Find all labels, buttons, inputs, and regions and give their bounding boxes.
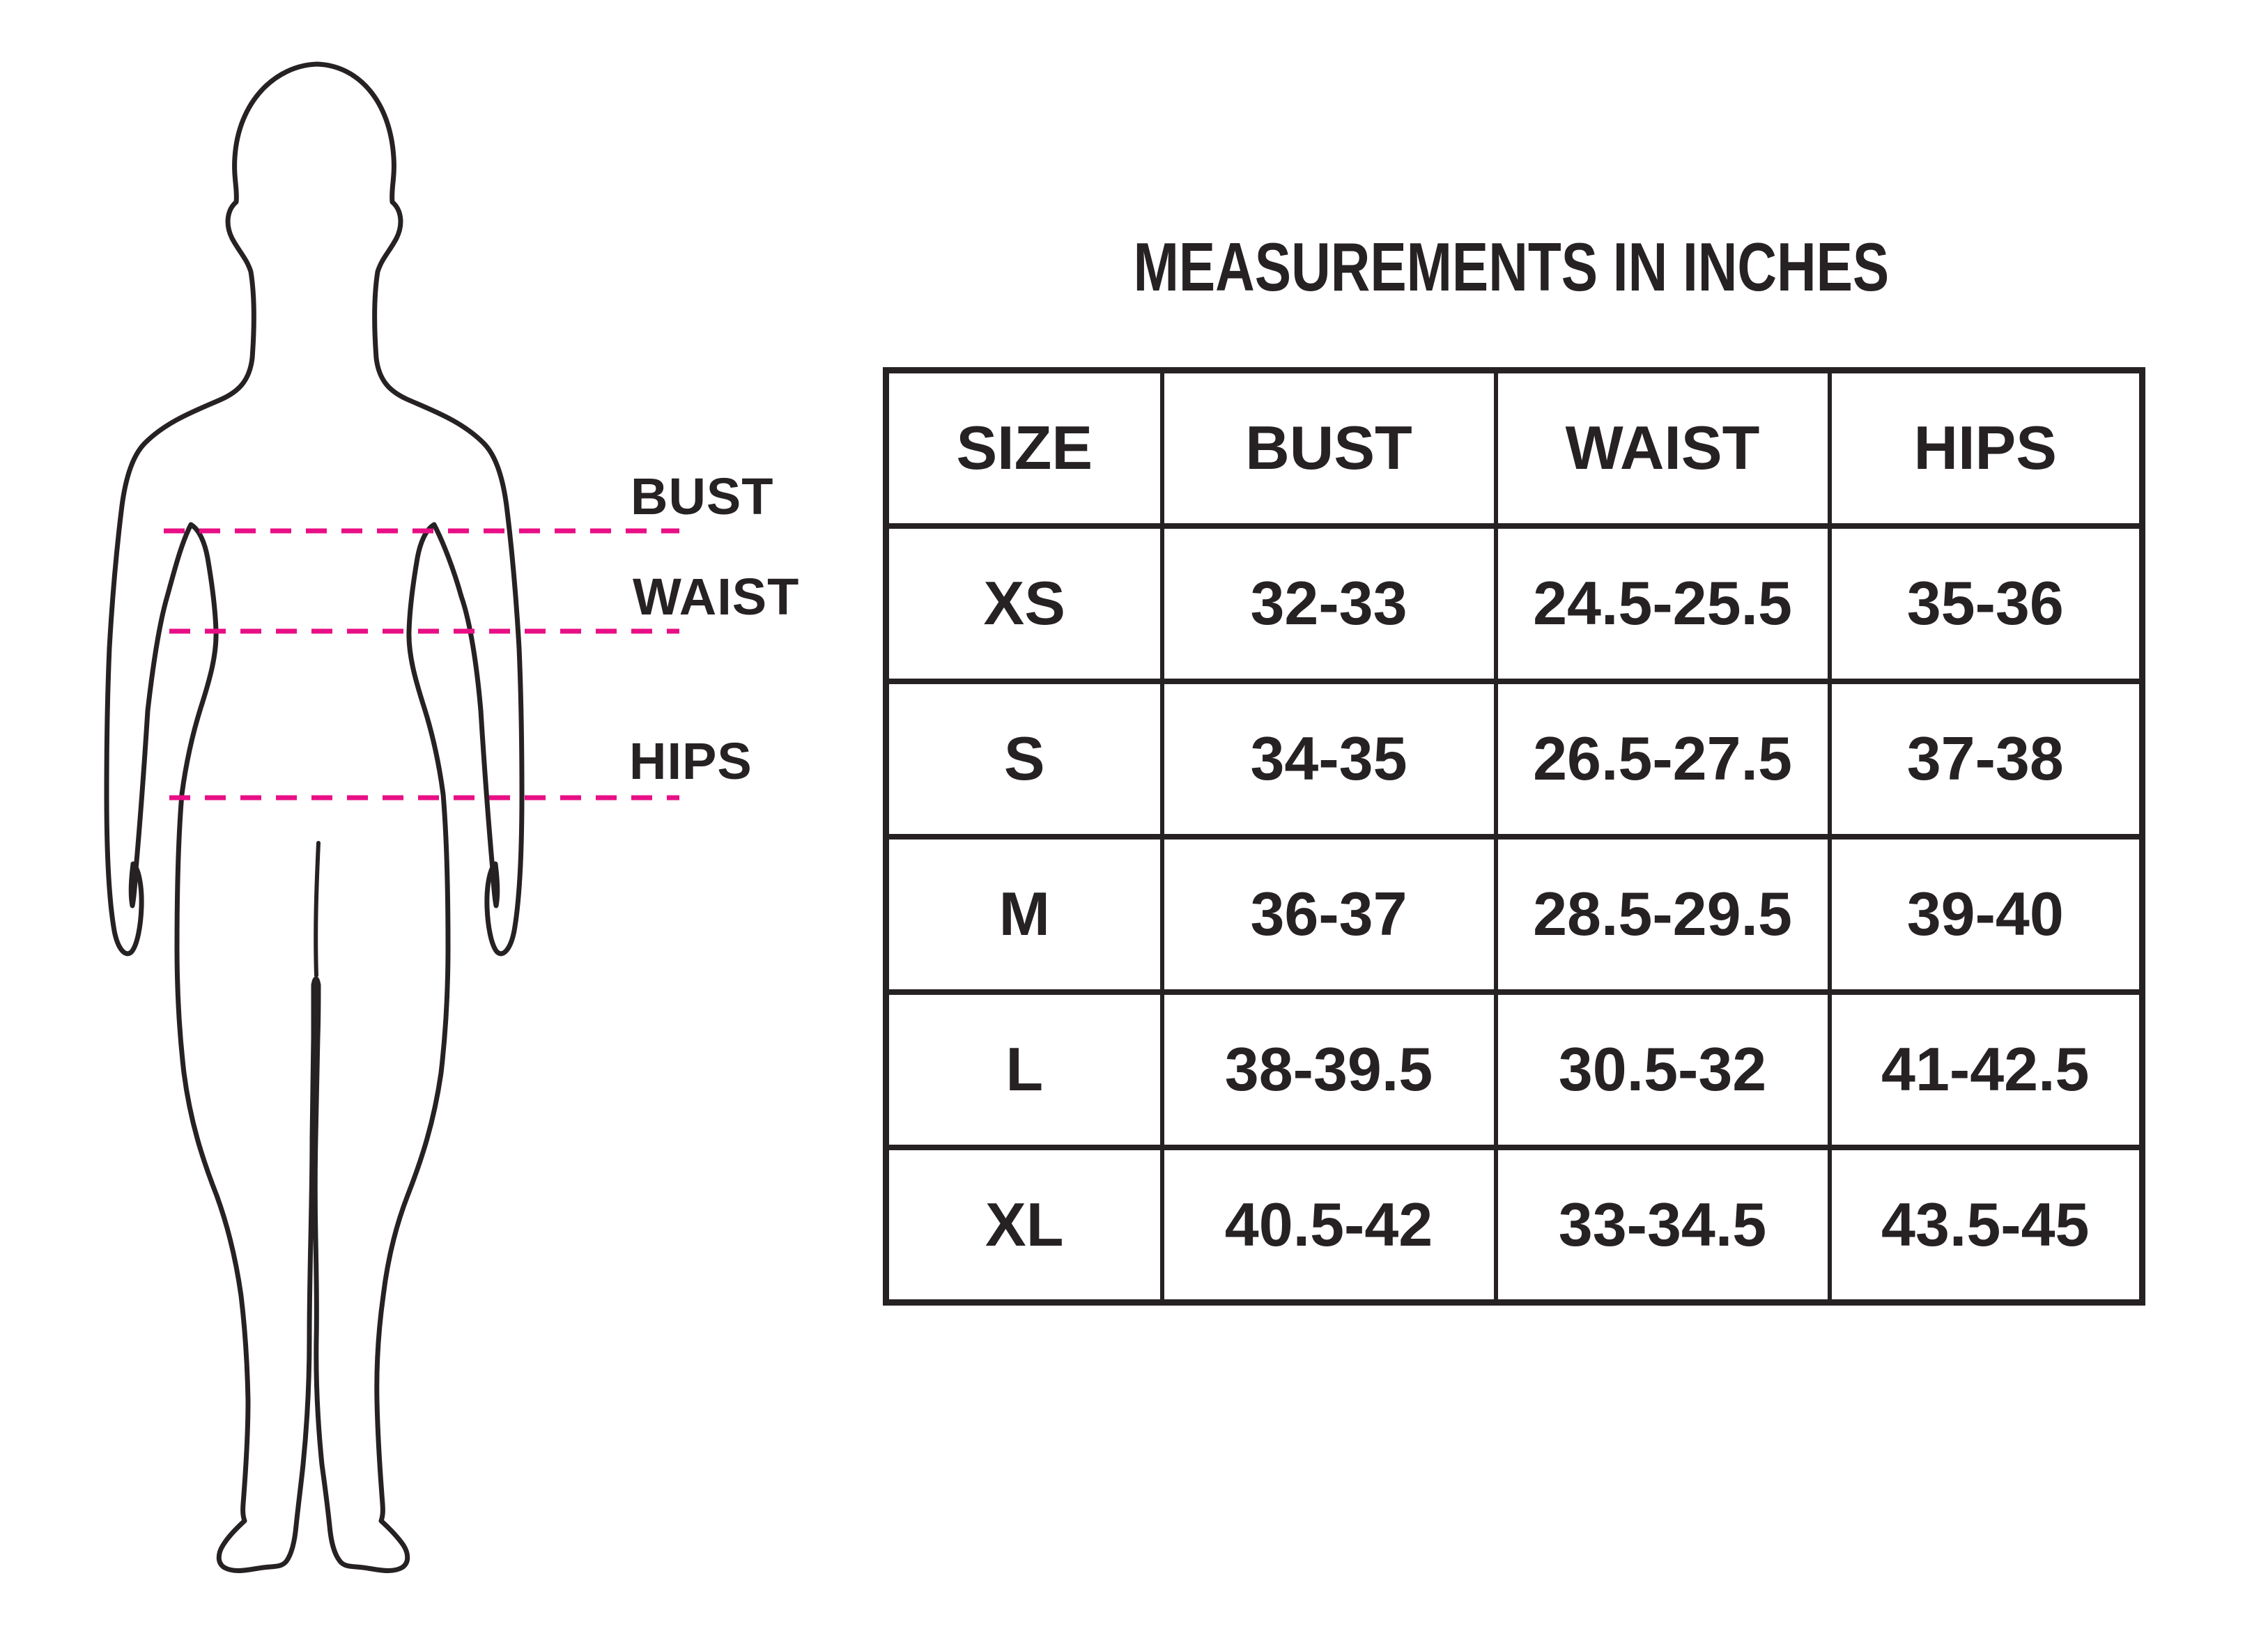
hips-label: HIPS	[629, 732, 753, 790]
body-silhouette-outline	[104, 61, 525, 1573]
cell-hips: 35-36	[1827, 523, 2145, 684]
table-row: XS 32-33 24.5-25.5 35-36	[884, 523, 2145, 684]
bust-label: BUST	[631, 467, 774, 525]
table-row: S 34-35 26.5-27.5 37-38	[884, 678, 2145, 840]
cell-size: M	[884, 833, 1164, 995]
cell-bust: 40.5-42	[1159, 1144, 1498, 1306]
cell-waist: 30.5-32	[1493, 989, 1832, 1150]
cell-waist: 26.5-27.5	[1493, 678, 1832, 840]
column-header-size: SIZE	[884, 367, 1164, 529]
column-header-hips: HIPS	[1827, 367, 2145, 529]
table-row: XL 40.5-42 33-34.5 43.5-45	[884, 1144, 2145, 1306]
cell-bust: 32-33	[1159, 523, 1498, 684]
cell-size: S	[884, 678, 1164, 840]
cell-size: L	[884, 989, 1164, 1150]
cell-waist: 24.5-25.5	[1493, 523, 1832, 684]
column-header-waist: WAIST	[1493, 367, 1832, 529]
cell-waist: 28.5-29.5	[1493, 833, 1832, 995]
cell-waist: 33-34.5	[1493, 1144, 1832, 1306]
cell-bust: 36-37	[1159, 833, 1498, 995]
table-row: M 36-37 28.5-29.5 39-40	[884, 833, 2145, 995]
table-header-row: SIZE BUST WAIST HIPS	[884, 367, 2145, 529]
crotch-line	[314, 841, 321, 977]
cell-hips: 37-38	[1827, 678, 2145, 840]
waist-label: WAIST	[633, 568, 800, 626]
cell-size: XS	[884, 523, 1164, 684]
page-title: MEASUREMENTS IN INCHES	[1133, 229, 1889, 305]
table-row: L 38-39.5 30.5-32 41-42.5	[884, 989, 2145, 1150]
cell-hips: 39-40	[1827, 833, 2145, 995]
cell-bust: 38-39.5	[1159, 989, 1498, 1150]
cell-bust: 34-35	[1159, 678, 1498, 840]
cell-hips: 41-42.5	[1827, 989, 2145, 1150]
cell-size: XL	[884, 1144, 1164, 1306]
cell-hips: 43.5-45	[1827, 1144, 2145, 1306]
size-chart-table: SIZE BUST WAIST HIPS XS 32-33 24.5-25.5 …	[883, 367, 2145, 1306]
column-header-bust: BUST	[1159, 367, 1498, 529]
